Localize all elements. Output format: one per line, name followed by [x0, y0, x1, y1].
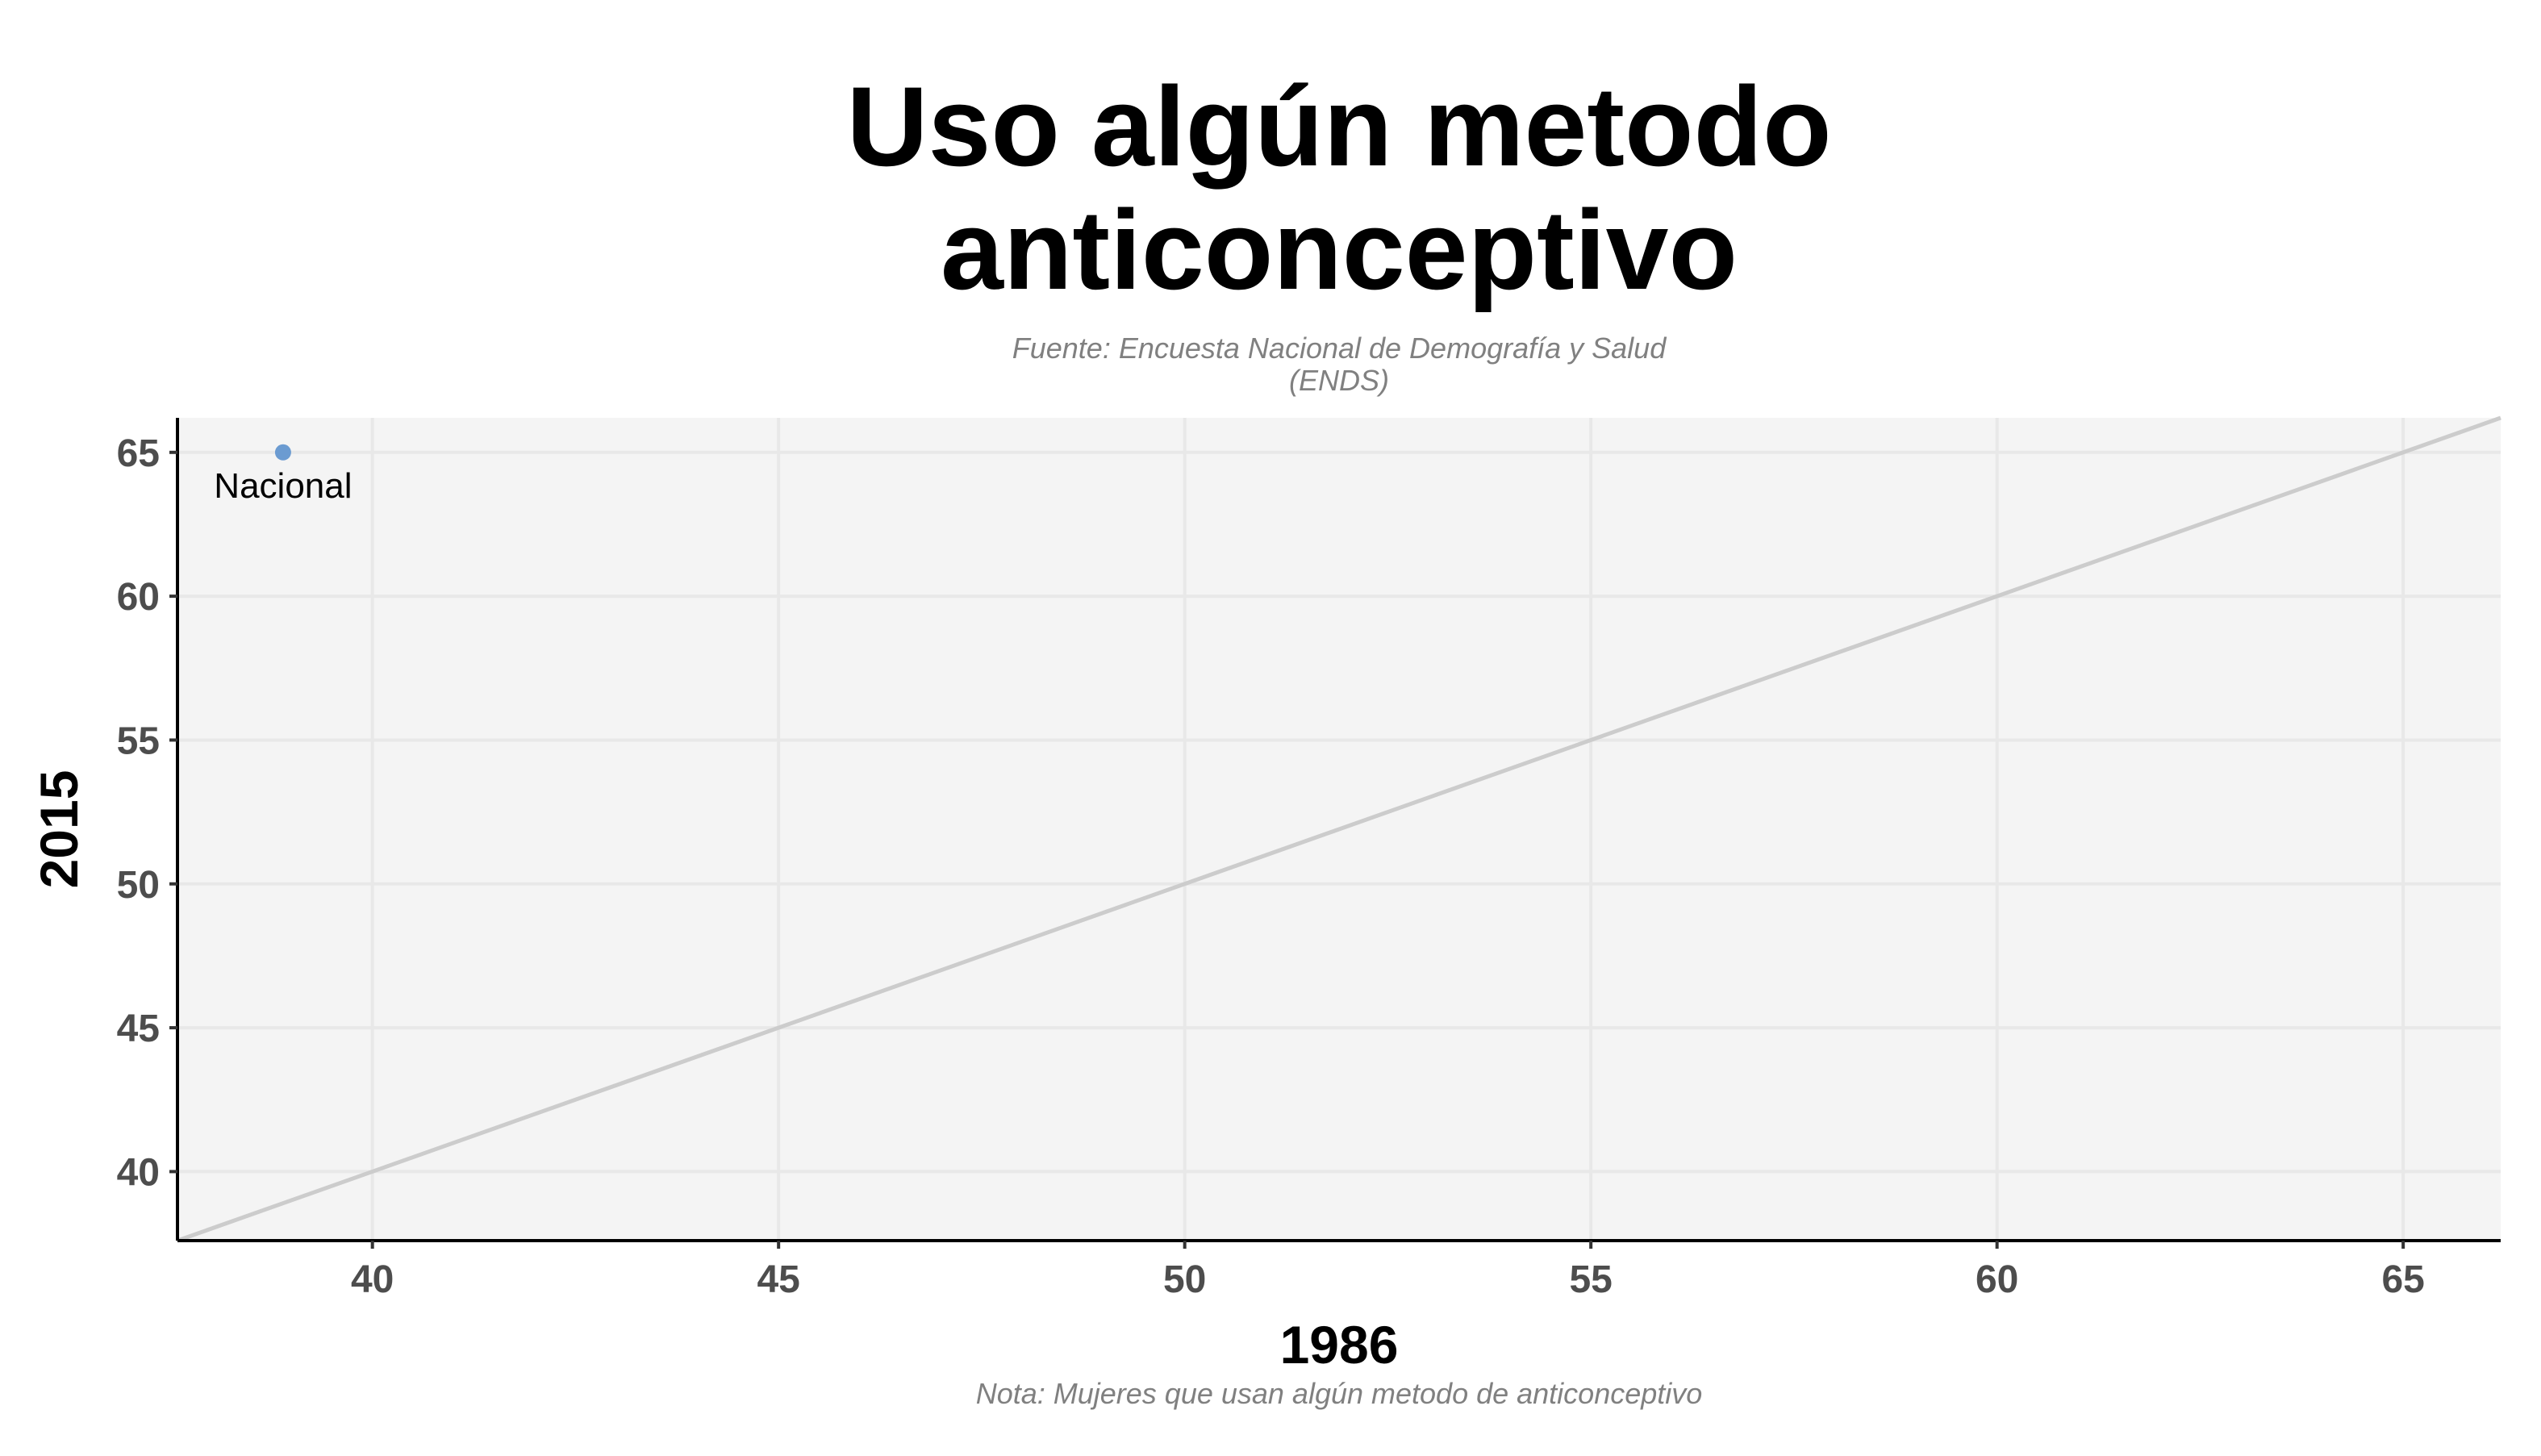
x-tick-label: 55: [1569, 1258, 1612, 1301]
x-tick-label: 65: [2381, 1258, 2424, 1301]
x-tick-label: 50: [1163, 1258, 1206, 1301]
data-point: [274, 444, 291, 461]
y-axis-label: 2015: [29, 770, 89, 889]
data-point-label: Nacional: [214, 466, 352, 506]
y-tick-label: 45: [117, 1008, 160, 1050]
chart-subtitle-line-1: Fuente: Encuesta Nacional de Demografía …: [1012, 332, 1667, 365]
x-axis-label: 1986: [1280, 1315, 1399, 1375]
y-tick-label: 60: [117, 576, 160, 619]
y-tick-label: 50: [117, 864, 160, 907]
y-axis-ticks: 40 45 50 55 60 65: [117, 432, 177, 1194]
chart-title-line-2: anticonceptivo: [941, 186, 1738, 313]
x-tick-label: 40: [351, 1258, 394, 1301]
y-tick-label: 40: [117, 1151, 160, 1194]
x-tick-label: 45: [757, 1258, 799, 1301]
x-axis-ticks: 40 45 50 55 60 65: [351, 1241, 2425, 1301]
y-tick-label: 65: [117, 432, 160, 475]
identity-reference-line: [177, 415, 2501, 1243]
reference-line-group: [177, 415, 2501, 1243]
x-tick-label: 60: [1976, 1258, 2018, 1301]
chart-subtitle-line-2: (ENDS): [1289, 364, 1389, 397]
points-group: Nacional: [214, 444, 353, 506]
chart-title-line-1: Uso algún metodo: [846, 63, 1831, 190]
gridlines: [177, 418, 2501, 1241]
chart-caption: Nota: Mujeres que usan algún metodo de a…: [976, 1377, 1703, 1410]
y-tick-label: 55: [117, 720, 160, 762]
